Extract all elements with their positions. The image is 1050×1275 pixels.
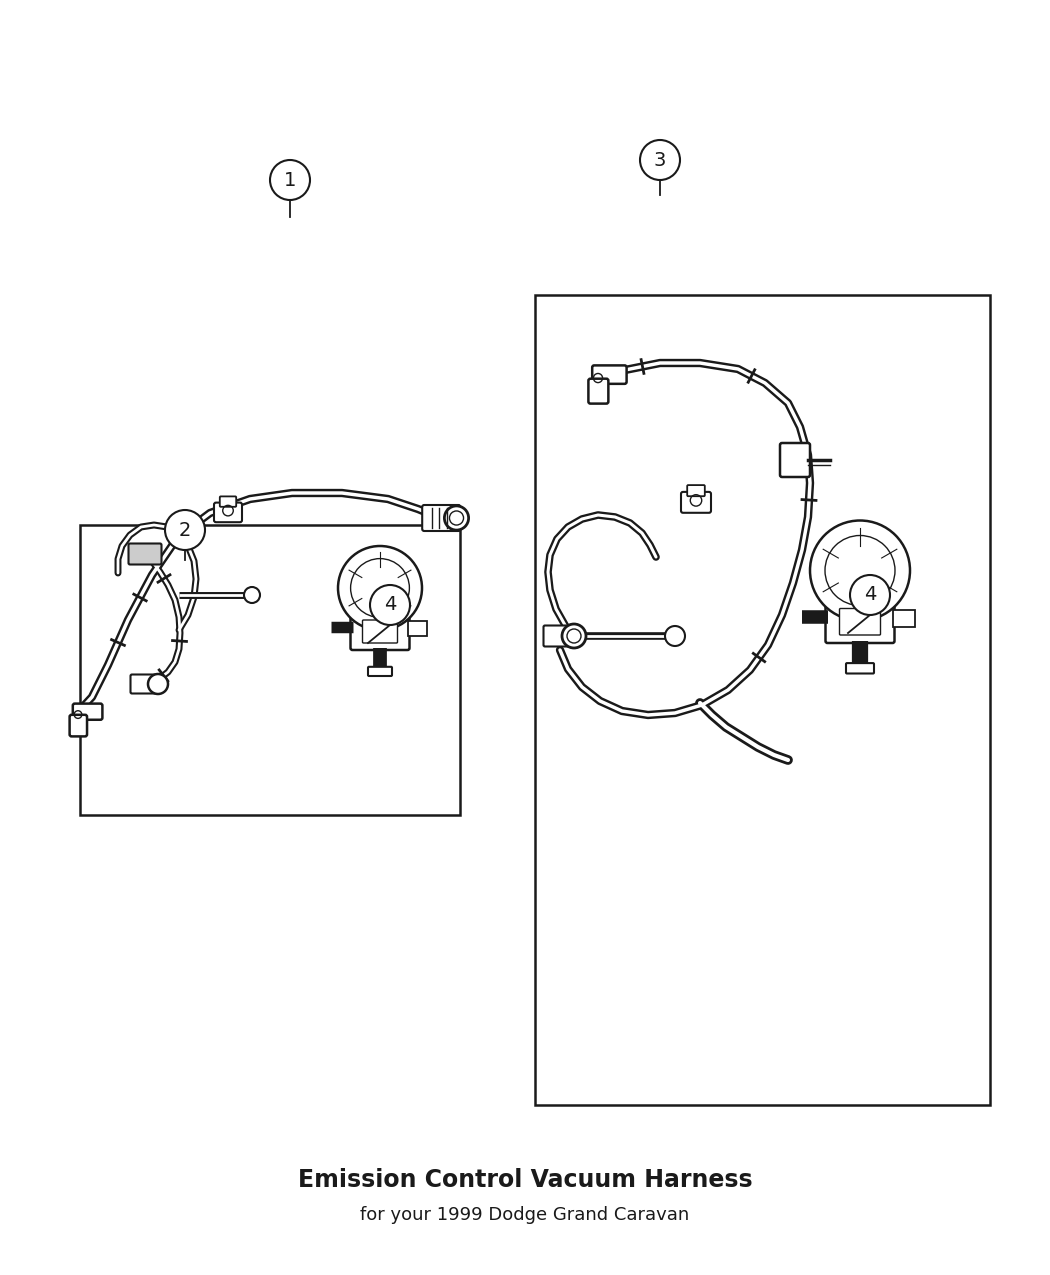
FancyBboxPatch shape [846,663,874,673]
Circle shape [244,586,260,603]
FancyBboxPatch shape [588,379,608,404]
Circle shape [270,159,310,200]
FancyBboxPatch shape [825,593,895,643]
Circle shape [640,140,680,180]
FancyBboxPatch shape [422,505,460,530]
FancyBboxPatch shape [780,442,810,477]
FancyBboxPatch shape [681,492,711,513]
Circle shape [810,520,910,621]
Bar [80,525,460,815]
Text: Emission Control Vacuum Harness: Emission Control Vacuum Harness [298,1168,752,1192]
Text: 2: 2 [178,520,191,539]
Text: 4: 4 [384,595,396,615]
Circle shape [148,674,168,694]
FancyBboxPatch shape [592,366,627,384]
Circle shape [562,623,586,648]
FancyBboxPatch shape [840,608,881,635]
FancyBboxPatch shape [362,620,398,643]
FancyBboxPatch shape [130,674,160,694]
Bar [407,621,426,636]
FancyBboxPatch shape [544,626,574,646]
Bar [536,295,990,1105]
FancyBboxPatch shape [219,496,236,506]
FancyBboxPatch shape [72,704,103,720]
Text: 1: 1 [284,171,296,190]
Circle shape [370,585,410,625]
Circle shape [338,546,422,630]
Circle shape [850,575,890,615]
Circle shape [665,626,685,646]
FancyBboxPatch shape [351,607,410,650]
FancyBboxPatch shape [69,715,87,737]
FancyBboxPatch shape [368,667,392,676]
Circle shape [444,506,468,530]
FancyBboxPatch shape [687,484,705,496]
FancyBboxPatch shape [214,502,242,523]
Circle shape [165,510,205,550]
FancyBboxPatch shape [128,543,162,565]
Bar [892,609,916,627]
Text: 3: 3 [654,150,666,170]
Text: 4: 4 [864,585,876,604]
Text: for your 1999 Dodge Grand Caravan: for your 1999 Dodge Grand Caravan [360,1206,690,1224]
